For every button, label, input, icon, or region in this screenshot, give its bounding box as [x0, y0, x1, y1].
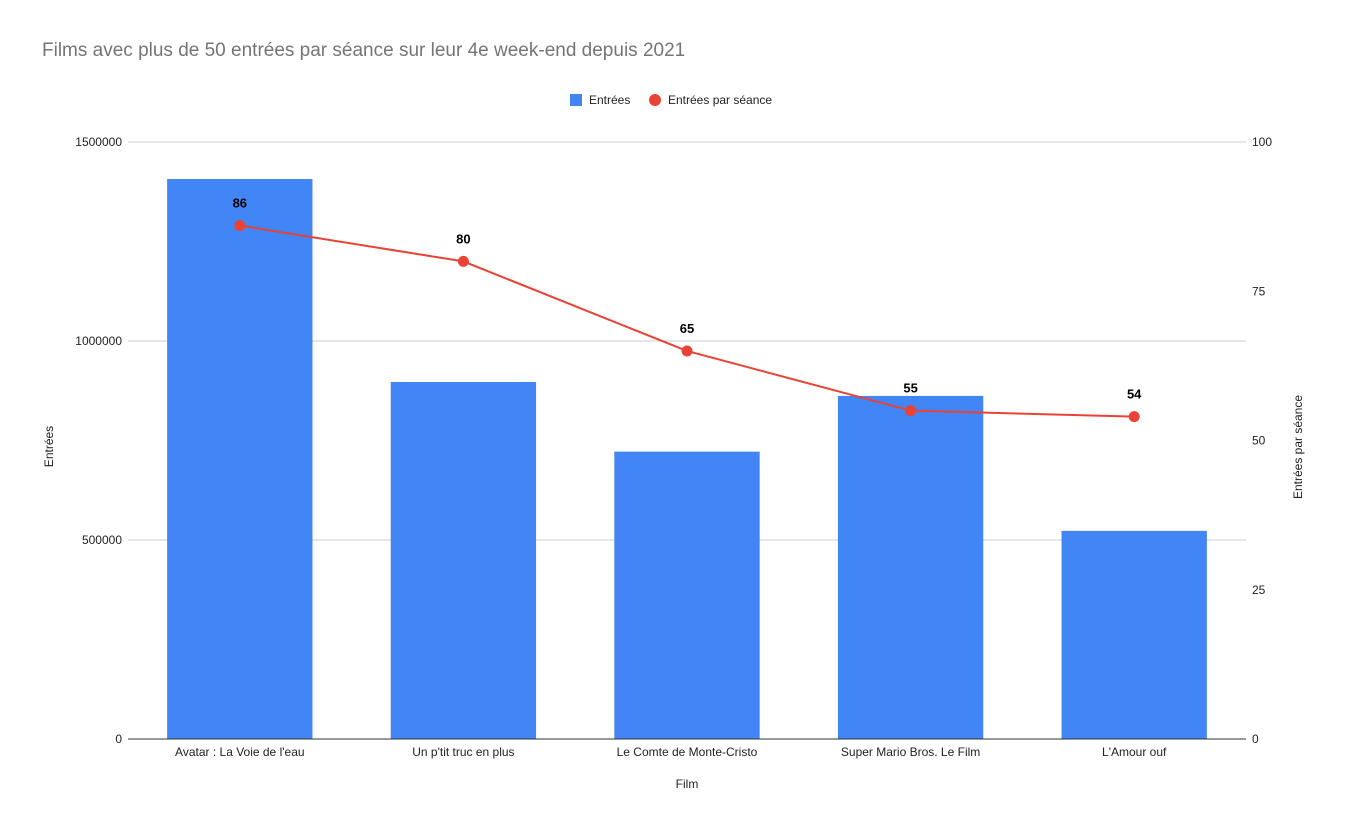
legend-swatch-entrees-par-seance [649, 94, 661, 106]
bar-entrees [167, 179, 313, 739]
y2-tick-label: 25 [1252, 583, 1266, 597]
x-tick-label: Le Comte de Monte-Cristo [617, 745, 758, 759]
y2-tick-label: 0 [1252, 732, 1259, 746]
data-label: 54 [1127, 387, 1142, 402]
point-entrees-par-seance [234, 220, 246, 232]
y-tick-label: 500000 [82, 533, 122, 547]
data-label: 55 [903, 381, 917, 396]
legend-label-entrees-par-seance: Entrées par séance [668, 93, 772, 107]
point-entrees-par-seance [457, 255, 469, 267]
legend-label-entrees: Entrées [589, 93, 630, 107]
x-tick-label: Super Mario Bros. Le Film [841, 745, 980, 759]
y-axis-title: Entrées [42, 426, 56, 467]
data-label: 65 [680, 321, 694, 336]
y-tick-label: 1500000 [75, 135, 122, 149]
y-tick-label: 1000000 [75, 334, 122, 348]
point-entrees-par-seance [1128, 411, 1140, 423]
x-axis-title: Film [676, 777, 699, 791]
bar-entrees [614, 451, 760, 739]
legend-swatch-entrees [570, 94, 582, 106]
chart-title: Films avec plus de 50 entrées par séance… [42, 40, 686, 61]
point-entrees-par-seance [681, 345, 693, 357]
x-tick-label: Un p'tit truc en plus [412, 745, 514, 759]
y2-tick-label: 50 [1252, 434, 1266, 448]
bar-entrees [837, 395, 984, 739]
data-label: 80 [456, 231, 470, 246]
bar-entrees [390, 381, 537, 739]
bar-entrees [1061, 530, 1207, 739]
x-tick-label: L'Amour ouf [1102, 745, 1167, 759]
x-tick-label: Avatar : La Voie de l'eau [175, 745, 305, 759]
y2-tick-label: 100 [1252, 135, 1272, 149]
y-tick-label: 0 [115, 732, 122, 746]
y2-axis-title: Entrées par séance [1291, 395, 1305, 499]
y2-tick-label: 75 [1252, 284, 1266, 298]
data-label: 86 [233, 196, 247, 211]
point-entrees-par-seance [905, 405, 917, 417]
